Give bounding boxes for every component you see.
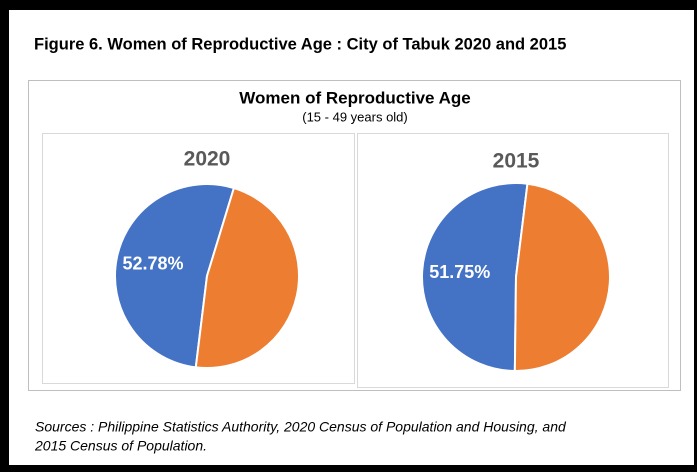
source-line: Sources : Philippine Statistics Authorit… [35, 419, 567, 435]
pie-title: 2015 [493, 150, 540, 173]
pie-slice [513, 182, 611, 372]
chart-title: Women of Reproductive Age [239, 88, 470, 107]
data-label: 52.78% [122, 253, 183, 273]
pie-slice [194, 186, 300, 369]
source-line: 2015 Census of Population. [34, 438, 207, 454]
figure-title: Figure 6. Women of Reproductive Age : Ci… [34, 35, 566, 53]
chart-subtitle: (15 - 49 years old) [302, 109, 408, 124]
pie-slice [114, 183, 236, 369]
pie-title: 2020 [184, 148, 231, 171]
data-label: 51.75% [429, 262, 490, 282]
pie-slice [421, 182, 529, 373]
